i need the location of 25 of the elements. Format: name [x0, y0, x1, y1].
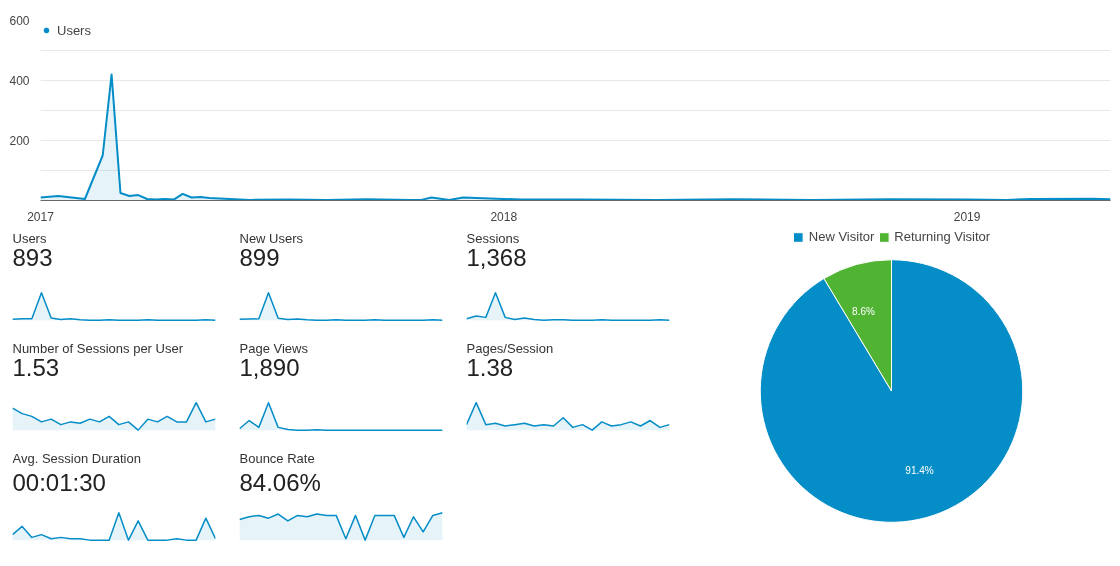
chart-title: Pages/Session — [466, 340, 554, 356]
chart-subtitle: 84.06% — [239, 468, 321, 496]
chart-title: Bounce Rate — [239, 450, 315, 466]
chart-subtitle: 1.53 — [12, 353, 60, 381]
x-tick-label: 2019 — [953, 209, 981, 224]
chart-subtitle: 893 — [12, 243, 53, 271]
chart-subtitle: 1,368 — [466, 243, 527, 271]
y-tick-label: 400 — [9, 74, 30, 88]
chart-title: Sessions — [466, 230, 520, 246]
chart-title: Number of Sessions per User — [12, 340, 184, 356]
y-tick-label: 200 — [9, 134, 30, 148]
y-tick-label: 600 — [9, 14, 30, 28]
chart-title: New Users — [239, 230, 304, 246]
chart-subtitle: 899 — [239, 243, 280, 271]
chart-title: Avg. Session Duration — [12, 450, 141, 466]
data-label: 8.6% — [852, 305, 875, 317]
chart-title: Users — [12, 230, 47, 246]
chart-subtitle: 00:01:30 — [12, 468, 106, 496]
x-tick-label: 2018 — [490, 209, 518, 224]
legend-label: Users — [57, 22, 91, 38]
data-label: 91.4% — [905, 465, 934, 477]
chart-title: Page Views — [239, 340, 309, 356]
legend-label: New Visitor — [808, 229, 875, 244]
x-tick-label: 2017 — [27, 209, 55, 224]
legend-label: Returning Visitor — [894, 229, 991, 244]
